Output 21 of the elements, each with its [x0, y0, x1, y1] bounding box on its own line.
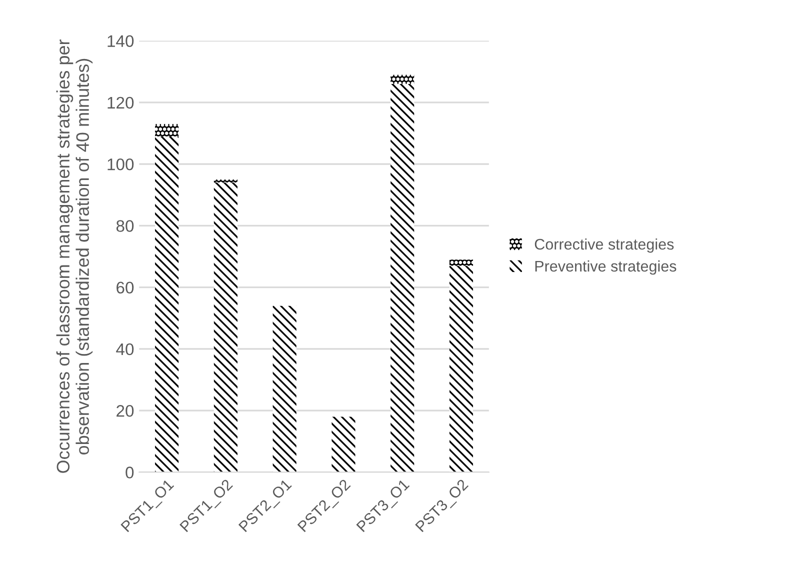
- y-tick-label: 60: [116, 282, 134, 294]
- bar: [214, 182, 238, 472]
- bar: [155, 124, 179, 136]
- bar: [449, 260, 474, 266]
- legend-label: Preventive strategies: [535, 260, 676, 275]
- y-tick-label: 100: [108, 158, 134, 170]
- y-tick-label: 140: [108, 35, 134, 48]
- legend-label: Corrective strategies: [534, 238, 674, 253]
- y-tick-label: 80: [116, 220, 134, 232]
- bar: [449, 266, 474, 472]
- y-tick-label: 40: [116, 343, 134, 356]
- y-axis-title: Occurrences of classroom management strategies per observation (standardized duration of 40 minutes): [56, 40, 93, 473]
- bar: [214, 179, 238, 183]
- bar: [332, 416, 356, 472]
- bar: [272, 306, 296, 472]
- y-tick-label: 20: [116, 405, 134, 417]
- y-tick-label: 120: [108, 96, 134, 109]
- bar: [390, 84, 414, 472]
- y-tick-label: 0: [126, 466, 134, 478]
- bar: [155, 136, 179, 472]
- bar: [390, 74, 414, 84]
